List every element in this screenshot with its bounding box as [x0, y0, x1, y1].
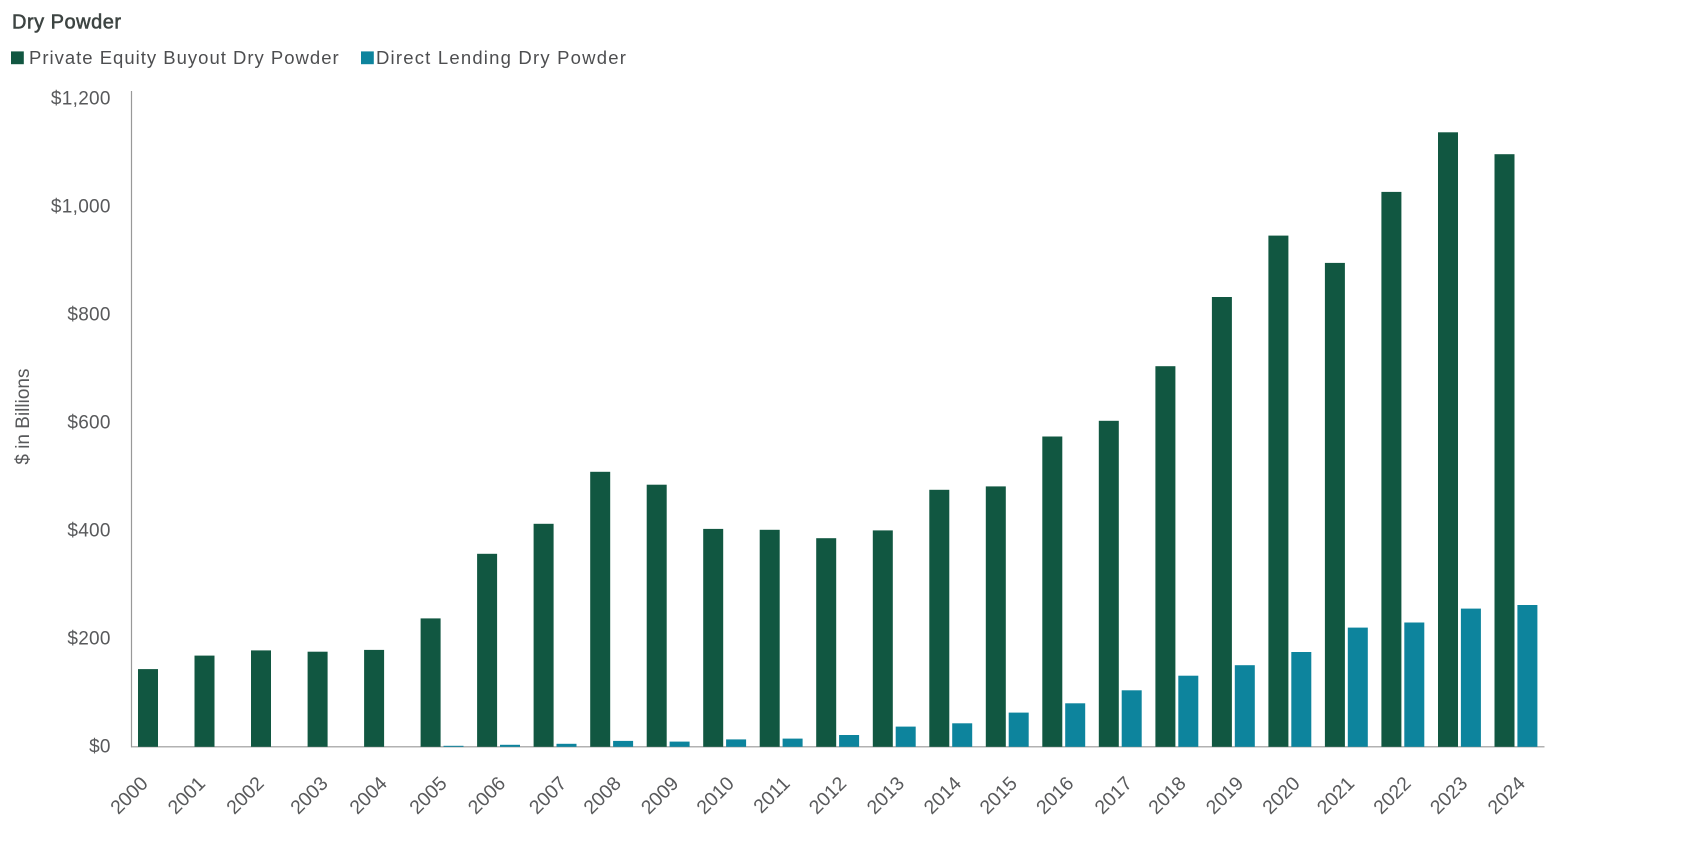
svg-text:Dry Powder: Dry Powder	[12, 12, 121, 34]
svg-text:$1,000: $1,000	[51, 196, 111, 217]
svg-text:$800: $800	[67, 304, 110, 325]
svg-text:$0: $0	[89, 736, 111, 757]
svg-text:$ in Billions: $ in Billions	[13, 369, 34, 465]
svg-text:$1,200: $1,200	[51, 88, 111, 109]
svg-text:Private Equity Buyout Dry Powd: Private Equity Buyout Dry Powder	[29, 47, 340, 68]
svg-text:$600: $600	[67, 412, 110, 433]
svg-text:Direct Lending Dry Powder: Direct Lending Dry Powder	[376, 47, 627, 68]
svg-text:$400: $400	[67, 520, 110, 541]
svg-text:$200: $200	[67, 628, 110, 649]
